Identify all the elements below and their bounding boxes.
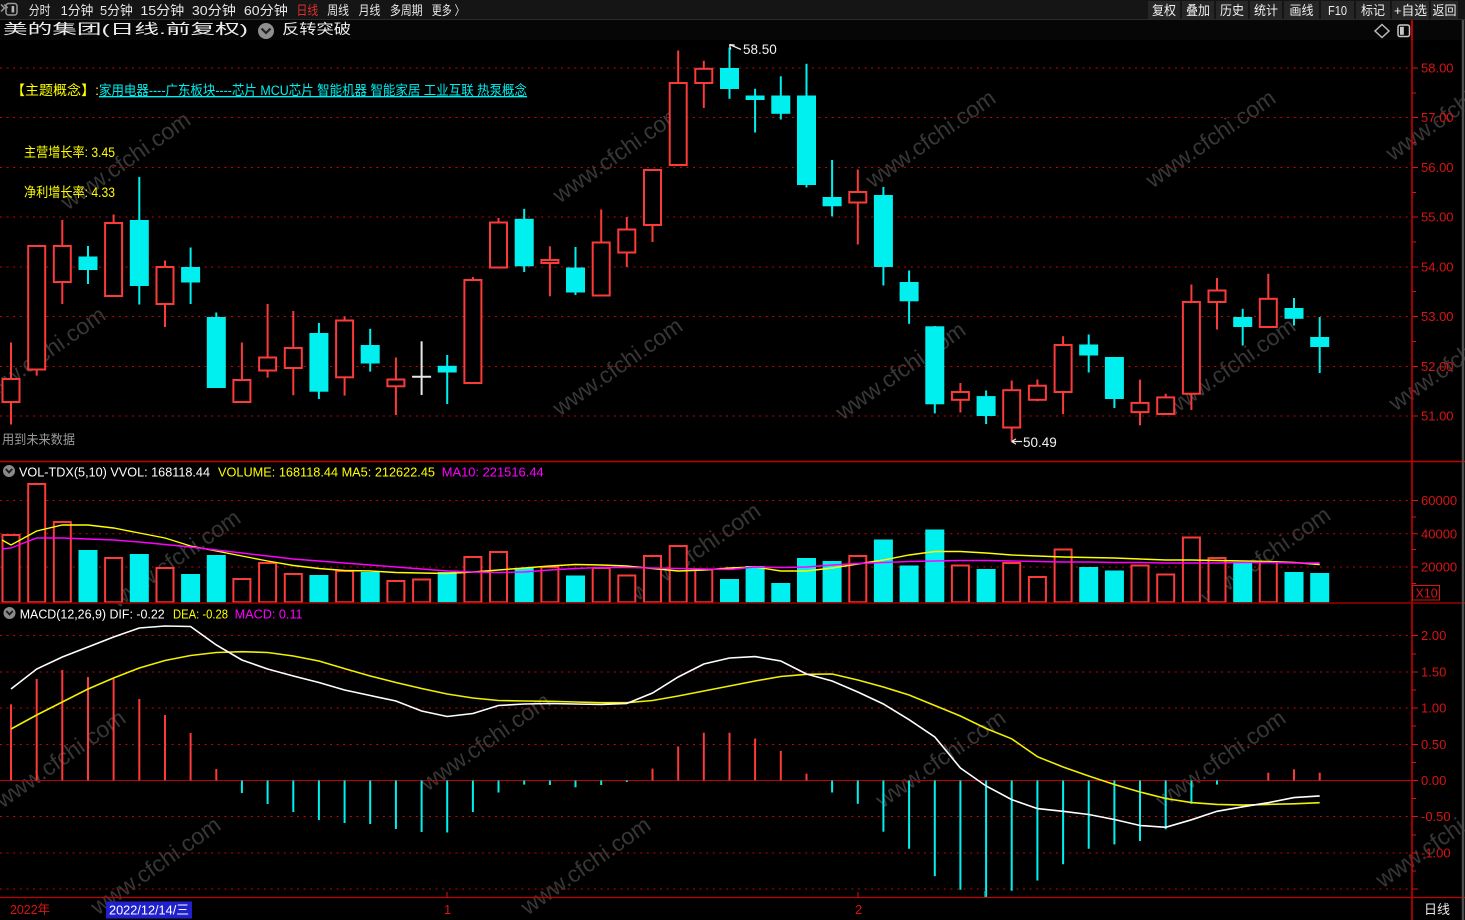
svg-text:日线: 日线 bbox=[297, 3, 319, 18]
svg-text:标记: 标记 bbox=[1361, 3, 1385, 18]
svg-text:多周期: 多周期 bbox=[390, 3, 423, 18]
svg-text:MACD: 0.11: MACD: 0.11 bbox=[235, 607, 303, 622]
svg-text:分时: 分时 bbox=[29, 3, 51, 18]
svg-text:52.00: 52.00 bbox=[1421, 359, 1454, 374]
svg-text:-1.00: -1.00 bbox=[1421, 846, 1451, 861]
svg-text:画线: 画线 bbox=[1290, 3, 1314, 18]
svg-text:60分钟: 60分钟 bbox=[244, 3, 288, 18]
svg-text:MACD(12,26,9) DIF: -0.22: MACD(12,26,9) DIF: -0.22 bbox=[20, 607, 165, 622]
svg-text:【主题概念】:: 【主题概念】: bbox=[11, 82, 99, 98]
svg-text:30分钟: 30分钟 bbox=[192, 3, 236, 18]
svg-text:F10: F10 bbox=[1328, 3, 1347, 18]
svg-text:周线: 周线 bbox=[327, 3, 349, 18]
svg-text:2022/12/14/三: 2022/12/14/三 bbox=[109, 903, 189, 918]
svg-text:15分钟: 15分钟 bbox=[140, 3, 184, 18]
svg-text:20000: 20000 bbox=[1421, 560, 1457, 575]
svg-text:VOL-TDX(5,10) VVOL: 168118.44: VOL-TDX(5,10) VVOL: 168118.44 bbox=[19, 465, 210, 480]
svg-text:54.00: 54.00 bbox=[1421, 260, 1454, 275]
svg-text:净利增长率: 4.33: 净利增长率: 4.33 bbox=[24, 184, 115, 200]
svg-text:2022年: 2022年 bbox=[10, 902, 50, 917]
svg-text:2: 2 bbox=[855, 902, 862, 917]
svg-text:58.00: 58.00 bbox=[1421, 61, 1454, 76]
svg-text:DEA: -0.28: DEA: -0.28 bbox=[173, 607, 228, 622]
svg-text:50.49: 50.49 bbox=[1023, 435, 1057, 450]
svg-text:MA10: 221516.44: MA10: 221516.44 bbox=[442, 465, 544, 480]
svg-text:56.00: 56.00 bbox=[1421, 160, 1454, 175]
svg-text:40000: 40000 bbox=[1421, 526, 1457, 541]
svg-text:日线: 日线 bbox=[1424, 902, 1450, 917]
svg-text:58.50: 58.50 bbox=[743, 42, 777, 57]
svg-text:1分钟: 1分钟 bbox=[61, 3, 94, 18]
svg-text:+自选: +自选 bbox=[1394, 3, 1427, 18]
svg-text:月线: 月线 bbox=[359, 3, 381, 18]
svg-text:55.00: 55.00 bbox=[1421, 210, 1454, 225]
svg-text:51.00: 51.00 bbox=[1421, 409, 1454, 424]
svg-text:5分钟: 5分钟 bbox=[100, 3, 133, 18]
svg-text:返回: 返回 bbox=[1433, 3, 1457, 18]
svg-text:0.50: 0.50 bbox=[1421, 737, 1446, 752]
svg-text:更多 〉: 更多 〉 bbox=[432, 3, 465, 18]
svg-text:53.00: 53.00 bbox=[1421, 309, 1454, 324]
svg-text:1: 1 bbox=[444, 902, 451, 917]
svg-text:X10: X10 bbox=[1416, 587, 1438, 601]
svg-text:1.50: 1.50 bbox=[1421, 665, 1446, 680]
svg-text:用到未来数据: 用到未来数据 bbox=[2, 432, 75, 447]
svg-text:反转突破: 反转突破 bbox=[282, 21, 351, 37]
svg-text:57.00: 57.00 bbox=[1421, 110, 1454, 125]
svg-text:1.00: 1.00 bbox=[1421, 701, 1446, 716]
svg-text:复权: 复权 bbox=[1152, 3, 1176, 18]
svg-text:2.00: 2.00 bbox=[1421, 628, 1446, 643]
svg-text:主营增长率: 3.45: 主营增长率: 3.45 bbox=[24, 144, 115, 160]
svg-text:-0.50: -0.50 bbox=[1421, 809, 1451, 824]
svg-text:历史: 历史 bbox=[1220, 3, 1244, 18]
svg-text:60000: 60000 bbox=[1421, 493, 1457, 508]
svg-text:家用电器----广东板块----芯片 MCU芯片 智能机器: 家用电器----广东板块----芯片 MCU芯片 智能机器 智能家居 工业互联 … bbox=[99, 82, 527, 98]
svg-text:VOLUME: 168118.44 MA5: 212622.: VOLUME: 168118.44 MA5: 212622.45 bbox=[218, 465, 435, 480]
svg-text:美的集团(日线.前复权): 美的集团(日线.前复权) bbox=[3, 21, 248, 37]
svg-text:0.00: 0.00 bbox=[1421, 773, 1446, 788]
svg-text:叠加: 叠加 bbox=[1186, 3, 1210, 18]
svg-text:统计: 统计 bbox=[1254, 3, 1278, 18]
